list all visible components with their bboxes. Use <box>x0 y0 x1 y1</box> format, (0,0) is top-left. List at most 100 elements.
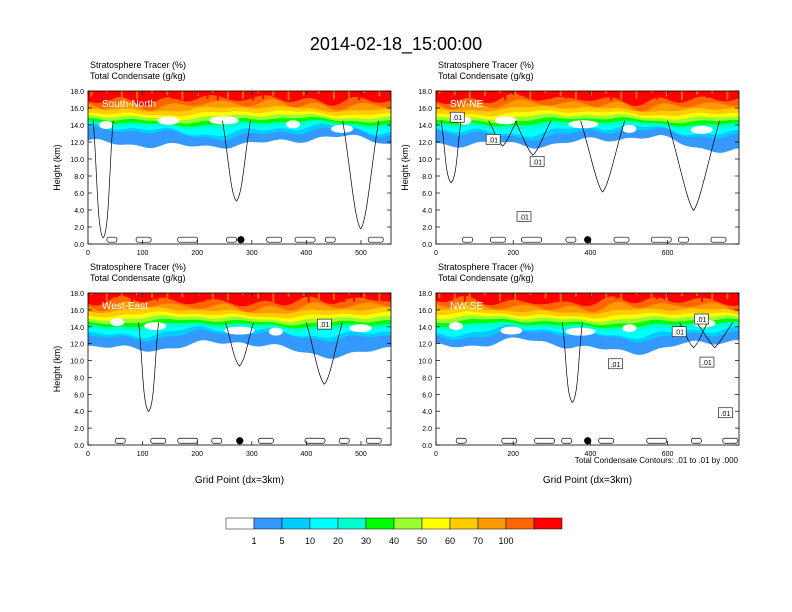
tracer-streak <box>338 293 340 296</box>
contour-label-box <box>718 407 733 419</box>
x-tick-label: 200 <box>507 250 519 257</box>
colorbar-swatch <box>337 517 367 530</box>
tracer-streak <box>630 293 633 302</box>
tracer-streak <box>645 293 648 297</box>
tracer-streak <box>514 91 517 99</box>
tracer-streak <box>216 293 219 298</box>
clear-gap <box>622 324 637 333</box>
clear-gap <box>500 326 523 335</box>
tracer-streak <box>115 293 118 298</box>
condensate-contours <box>114 322 382 444</box>
tracer-streak <box>267 91 270 96</box>
tracer-streak <box>665 91 668 97</box>
tracer-streak <box>640 91 643 94</box>
tracer-streak <box>463 293 466 302</box>
tracer-streak <box>453 91 456 96</box>
y-tick-label: 16.0 <box>70 308 84 315</box>
tracer-streak <box>585 293 587 300</box>
tracer-streak <box>171 91 174 100</box>
tracer-streak <box>125 293 128 296</box>
panel-title-line: Total Condensate (g/kg) <box>90 71 186 81</box>
clear-gap <box>448 322 463 331</box>
low-cloud-contour <box>106 236 118 243</box>
tracer-streak <box>221 293 224 299</box>
low-cloud-contour <box>561 437 573 444</box>
tracer-streak <box>242 91 244 99</box>
y-tick-label: 10.0 <box>70 157 84 164</box>
clear-gap <box>568 120 599 129</box>
tracer-streak <box>388 293 391 302</box>
tracer-streak <box>100 293 103 296</box>
y-axis-label: Height (km) <box>400 144 410 191</box>
tracer-streak <box>529 91 532 99</box>
tracer-streak <box>600 293 603 295</box>
y-tick-label: 16.0 <box>70 106 84 113</box>
tracer-streak <box>312 293 315 295</box>
tracer-streak <box>383 293 386 295</box>
y-tick-label: 10.0 <box>418 157 432 164</box>
tracer-streak <box>468 91 471 101</box>
tracer-streak <box>206 91 209 100</box>
tracer-streak <box>181 293 184 298</box>
cross-point-marker <box>236 437 244 445</box>
tracer-streak <box>252 91 255 101</box>
tracer-streak <box>186 91 189 94</box>
low-cloud-contour <box>266 236 283 243</box>
tracer-streak <box>378 91 381 97</box>
low-cloud-contour <box>226 236 237 243</box>
y-tick-label: 6.0 <box>422 191 432 198</box>
colorbar-swatch <box>393 517 423 530</box>
tracer-streak <box>635 293 638 295</box>
clear-gap <box>110 318 125 327</box>
tracer-streak <box>595 91 598 97</box>
tracer-streak <box>534 91 537 94</box>
tracer-streak <box>721 91 724 93</box>
x-tick-label: 200 <box>191 250 203 257</box>
tracer-streak <box>90 293 93 295</box>
tracer-streak <box>242 293 244 295</box>
y-tick-label: 16.0 <box>418 106 432 113</box>
y-tick-label: 8.0 <box>74 174 84 181</box>
low-cloud-contour <box>646 437 668 444</box>
tracer-streak <box>544 293 547 299</box>
x-tick-label: 400 <box>585 451 597 458</box>
tracer-streak <box>579 293 582 299</box>
contour-label: .01 <box>532 159 542 166</box>
y-tick-label: 0.0 <box>74 242 84 249</box>
low-cloud-contour <box>177 437 199 444</box>
y-tick-label: 4.0 <box>422 409 432 416</box>
tracer-streak <box>226 293 229 301</box>
condensate-contour <box>514 120 552 156</box>
tracer-streak <box>201 91 204 96</box>
contour-label: .01 <box>452 115 462 122</box>
tracer-streak <box>680 91 683 101</box>
tracer-streak <box>590 293 592 296</box>
tracer-streak <box>302 91 305 96</box>
colorbar-label: 70 <box>473 536 483 546</box>
tracer-streak <box>105 91 108 93</box>
clear-gap <box>99 121 114 129</box>
low-cloud-contour <box>114 437 126 444</box>
tracer-streak <box>549 293 552 301</box>
x-tick-label: 100 <box>137 250 149 257</box>
tracer-streak <box>282 293 285 302</box>
tracer-streak <box>216 91 219 101</box>
x-tick-label: 100 <box>137 451 149 458</box>
tracer-streak <box>368 91 371 100</box>
tracer-streak <box>484 293 486 296</box>
tracer-streak <box>141 293 143 301</box>
x-tick-label: 200 <box>507 451 519 458</box>
tracer-streak <box>161 293 164 296</box>
tracer-streak <box>660 293 663 296</box>
tracer-streak <box>343 293 345 303</box>
tracer-streak <box>282 91 285 94</box>
tracer-streak <box>686 91 688 93</box>
y-tick-label: 16.0 <box>418 308 432 315</box>
y-tick-label: 0.0 <box>422 242 432 249</box>
tracer-streak <box>201 293 204 303</box>
tracer-streak <box>358 293 361 297</box>
tracer-streak <box>353 293 356 302</box>
tracer-streak <box>191 91 194 99</box>
tracer-streak <box>448 293 451 296</box>
plot-frame <box>435 90 740 245</box>
